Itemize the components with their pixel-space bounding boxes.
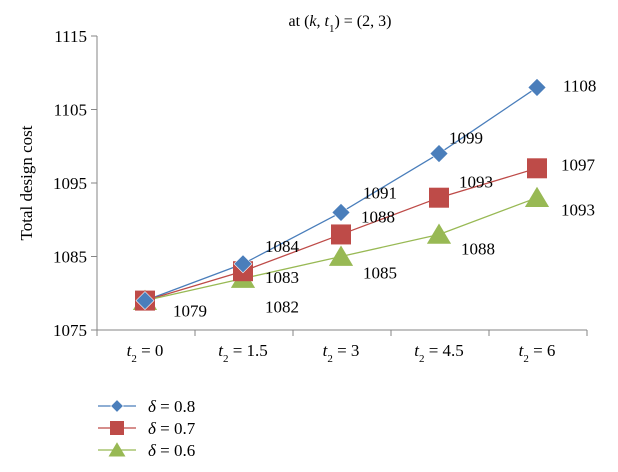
data-label: 1088	[361, 207, 395, 226]
series-1-point	[527, 78, 547, 97]
data-label: 1108	[563, 76, 596, 95]
legend-label-3: δ = 0.6	[148, 441, 195, 460]
series-line-1	[144, 86, 538, 302]
series-2-point	[527, 158, 547, 179]
legend-marker-3	[108, 442, 126, 457]
series-2-point	[429, 187, 449, 208]
y-tick-label: 1115	[54, 27, 87, 46]
data-label: 1084	[265, 237, 300, 256]
x-tick-label: t2 = 3	[323, 341, 360, 365]
data-label: 1091	[363, 183, 397, 202]
series-1-point	[233, 254, 253, 274]
data-label: 1085	[363, 264, 397, 283]
x-tick-label: t2 = 6	[519, 341, 556, 365]
data-label: 1082	[265, 298, 299, 317]
y-tick-label: 1085	[53, 248, 87, 267]
legend-marker-1	[110, 399, 124, 413]
y-tick-label: 1075	[53, 321, 87, 340]
x-tick-label: t2 = 4.5	[414, 341, 464, 365]
series-2-point	[331, 224, 351, 245]
x-tick-label: t2 = 0	[127, 341, 164, 365]
chart-title: at (k, t1) = (2, 3)	[289, 13, 392, 35]
x-tick-label: t2 = 1.5	[218, 341, 268, 365]
y-tick-label: 1105	[54, 101, 87, 120]
legend-label-2: δ = 0.7	[148, 419, 196, 438]
series-1-point	[135, 291, 155, 311]
data-label: 1088	[461, 239, 495, 258]
data-label: 1099	[449, 129, 483, 148]
data-label: 1093	[459, 173, 493, 192]
series-1-point	[429, 144, 449, 164]
series-3-point	[328, 245, 354, 266]
y-axis-label: Total design cost	[17, 125, 36, 240]
data-label: 1097	[561, 155, 596, 174]
series-3-point	[426, 223, 452, 244]
series-3-point	[524, 186, 550, 208]
data-label: 1093	[561, 201, 595, 220]
data-label: 1083	[265, 268, 299, 287]
data-label: 1079	[173, 302, 207, 321]
series-1-point	[331, 202, 351, 222]
legend-label-1: δ = 0.8	[148, 397, 195, 416]
y-tick-label: 1095	[53, 174, 87, 193]
legend-marker-2	[110, 421, 124, 435]
